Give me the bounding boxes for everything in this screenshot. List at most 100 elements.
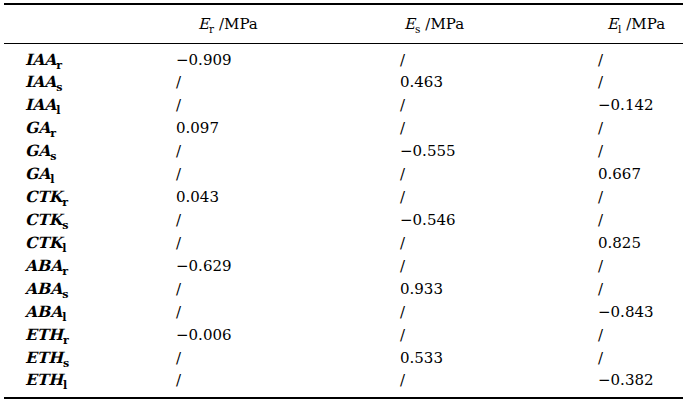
header-er: Er/MPa <box>174 4 398 44</box>
cell-el-value: / <box>595 44 683 71</box>
table-row: IAAs/0.463/ <box>4 70 683 93</box>
cell-er-value: −0.006 <box>174 323 398 346</box>
row-label: IAAs <box>4 70 174 93</box>
cell-es-value: / <box>398 162 595 185</box>
row-label-text: GA <box>25 141 50 160</box>
row-label: ETHs <box>4 346 174 369</box>
table-header: Er/MPa Es/MPa El/MPa <box>4 4 683 44</box>
cell-es-value: 0.533 <box>398 346 595 369</box>
cell-er-value: / <box>174 231 398 254</box>
row-label-text: GA <box>25 164 50 183</box>
header-es: Es/MPa <box>398 4 595 44</box>
cell-er-value: −0.909 <box>174 44 398 71</box>
cell-er-value: / <box>174 369 398 398</box>
cell-el-value: / <box>595 323 683 346</box>
cell-el-value: −0.843 <box>595 300 683 323</box>
cell-el-value: / <box>595 277 683 300</box>
row-label: GAs <box>4 139 174 162</box>
cell-es-value: / <box>398 44 595 71</box>
cell-es-value: / <box>398 254 595 277</box>
cell-es-value: / <box>398 231 595 254</box>
hormone-modulus-correlation-table: Er/MPa Es/MPa El/MPa IAAr−0.909//IAAs/0.… <box>4 3 683 399</box>
cell-el-value: / <box>595 185 683 208</box>
row-label-subscript: l <box>62 242 66 255</box>
cell-es-value: −0.546 <box>398 208 595 231</box>
cell-es-value: / <box>398 323 595 346</box>
cell-er-value: / <box>174 300 398 323</box>
cell-es-value: 0.463 <box>398 70 595 93</box>
cell-er-value: / <box>174 277 398 300</box>
row-label-subscript: s <box>62 219 68 232</box>
header-row: Er/MPa Es/MPa El/MPa <box>4 4 683 44</box>
table-row: ETHr−0.006// <box>4 323 683 346</box>
cell-es-value: / <box>398 300 595 323</box>
table-row: IAAr−0.909// <box>4 44 683 71</box>
cell-er-value: / <box>174 93 398 116</box>
row-label-text: GA <box>25 118 50 137</box>
row-label-text: IAA <box>25 72 56 91</box>
el-symbol: E <box>607 15 618 33</box>
row-label-subscript: l <box>50 173 54 186</box>
row-label-subscript: r <box>63 334 69 347</box>
row-label-text: ETH <box>25 370 63 389</box>
table-row: ETHs/0.533/ <box>4 346 683 369</box>
cell-el-value: / <box>595 254 683 277</box>
cell-es-value: / <box>398 93 595 116</box>
cell-el-value: / <box>595 116 683 139</box>
row-label-subscript: s <box>56 81 62 94</box>
paper-table-page: Er/MPa Es/MPa El/MPa IAAr−0.909//IAAs/0.… <box>0 0 686 407</box>
table-row: CTKl//0.825 <box>4 231 683 254</box>
cell-er-value: / <box>174 70 398 93</box>
row-label-subscript: r <box>62 265 68 278</box>
row-label-subscript: l <box>56 104 60 117</box>
row-label-subscript: r <box>62 196 68 209</box>
row-label-subscript: s <box>63 357 69 370</box>
cell-es-value: 0.933 <box>398 277 595 300</box>
row-label-text: IAA <box>25 95 56 114</box>
row-label-text: IAA <box>25 50 56 69</box>
row-label-subscript: r <box>56 59 62 72</box>
row-label-text: ABA <box>25 279 62 298</box>
table-row: ABAs /0.933/ <box>4 277 683 300</box>
table-row: ETHl//−0.382 <box>4 369 683 398</box>
cell-er-value: / <box>174 208 398 231</box>
row-label: CTKl <box>4 231 174 254</box>
row-label: IAAr <box>4 44 174 71</box>
cell-er-value: −0.629 <box>174 254 398 277</box>
row-label: GAr <box>4 116 174 139</box>
cell-el-value: / <box>595 208 683 231</box>
cell-el-value: 0.825 <box>595 231 683 254</box>
table-row: IAAl//−0.142 <box>4 93 683 116</box>
table-row: ABAl//−0.843 <box>4 300 683 323</box>
table-row: CTKs/−0.546/ <box>4 208 683 231</box>
row-label-subscript: s <box>62 288 68 301</box>
row-label-text: ABA <box>25 256 62 275</box>
table-row: CTKr0.043// <box>4 185 683 208</box>
row-label-text: CTK <box>25 210 62 229</box>
cell-er-value: / <box>174 139 398 162</box>
row-label-text: ABA <box>25 302 62 321</box>
cell-er-value: 0.097 <box>174 116 398 139</box>
row-label-text: CTK <box>25 187 62 206</box>
cell-el-value: / <box>595 70 683 93</box>
row-label: CTKr <box>4 185 174 208</box>
row-label-subscript: l <box>63 379 67 392</box>
row-label: ETHl <box>4 369 174 398</box>
cell-el-value: −0.142 <box>595 93 683 116</box>
cell-er-value: / <box>174 162 398 185</box>
cell-er-value: 0.043 <box>174 185 398 208</box>
row-label: ABAr <box>4 254 174 277</box>
cell-el-value: / <box>595 139 683 162</box>
row-label-text: ETH <box>25 348 63 367</box>
cell-es-value: / <box>398 185 595 208</box>
table-row: GAl//0.667 <box>4 162 683 185</box>
er-unit: /MPa <box>219 15 258 33</box>
er-symbol: E <box>198 15 209 33</box>
el-subscript: l <box>618 23 621 35</box>
row-label-text: ETH <box>25 325 63 344</box>
row-label-subscript: r <box>50 127 56 140</box>
es-subscript: s <box>415 23 420 35</box>
header-el: El/MPa <box>595 4 683 44</box>
row-label: CTKs <box>4 208 174 231</box>
cell-es-value: −0.555 <box>398 139 595 162</box>
